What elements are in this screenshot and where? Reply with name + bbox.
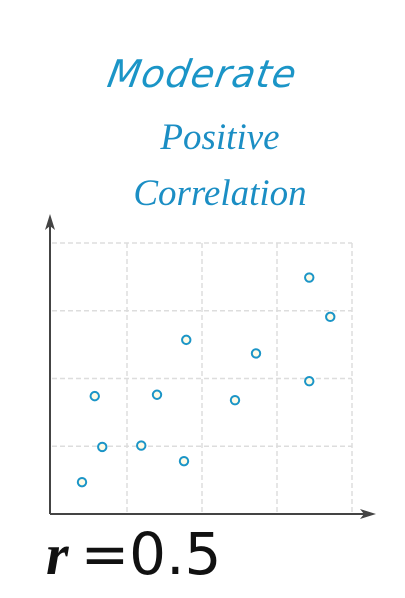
annotation: r =0.5 — [46, 520, 221, 588]
point — [178, 455, 190, 467]
point — [76, 476, 88, 488]
chart-subtitle: Positive Correlation — [133, 117, 307, 214]
point — [181, 334, 192, 346]
point — [325, 311, 336, 323]
point — [304, 376, 315, 387]
point — [250, 348, 262, 359]
point — [136, 440, 147, 451]
x-axis-arrow — [360, 509, 376, 519]
annotation-value: =0.5 — [80, 520, 222, 588]
y-axis-arrow — [45, 214, 55, 230]
point — [229, 394, 241, 406]
point — [89, 390, 100, 402]
point — [151, 389, 163, 400]
point — [304, 272, 315, 283]
point — [97, 441, 108, 453]
annotation-symbol: r — [46, 522, 69, 587]
